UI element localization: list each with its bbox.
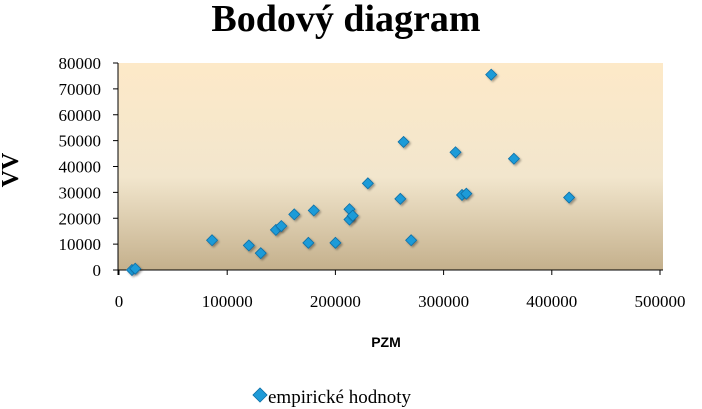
legend-marker [252, 387, 268, 403]
y-tick-label: 60000 [59, 106, 102, 125]
data-point [329, 236, 342, 249]
data-point [242, 239, 255, 252]
x-tick-label: 500000 [635, 292, 686, 311]
y-tick-label: 30000 [59, 183, 102, 202]
x-tick-label: 0 [115, 292, 124, 311]
x-tick-label: 400000 [526, 292, 577, 311]
y-tick-label: 0 [93, 261, 102, 280]
x-axis-title: PZM [371, 334, 401, 350]
y-tick-label: 10000 [59, 235, 102, 254]
data-point [302, 236, 315, 249]
y-tick-label: 20000 [59, 209, 102, 228]
chart-title: Bodový diagram [211, 0, 480, 40]
data-points [125, 68, 576, 277]
data-point [485, 68, 498, 81]
data-point [405, 234, 418, 247]
y-tick-label: 80000 [59, 54, 102, 73]
data-point [394, 192, 407, 205]
data-point [254, 247, 267, 260]
axes [113, 63, 663, 275]
data-point [275, 219, 288, 233]
data-point [563, 191, 576, 204]
legend-label: empirické hodnoty [268, 387, 411, 408]
x-tick-label: 300000 [418, 292, 469, 311]
data-point [449, 146, 462, 159]
data-point [397, 135, 410, 148]
y-axis-ticks: 0 10000 20000 30000 40000 50000 60000 70000 8000… [59, 54, 118, 280]
data-point [361, 177, 374, 190]
y-tick-label: 40000 [59, 158, 102, 177]
data-point [288, 208, 301, 221]
x-tick-label: 200000 [310, 292, 361, 311]
y-tick-label: 70000 [59, 80, 102, 99]
y-axis-title: VV [0, 152, 24, 187]
data-point [460, 187, 473, 200]
data-point [129, 262, 142, 275]
y-tick-label: 50000 [59, 132, 102, 151]
x-tick-label: 100000 [202, 292, 253, 311]
plot-area [118, 63, 663, 270]
data-point [507, 152, 520, 165]
data-point [205, 234, 219, 247]
data-point [307, 204, 320, 217]
x-axis-ticks: 0 100000 200000 300000 400000 500000 [115, 270, 686, 311]
legend: empirické hodnoty [252, 387, 411, 408]
data-point [346, 209, 359, 222]
